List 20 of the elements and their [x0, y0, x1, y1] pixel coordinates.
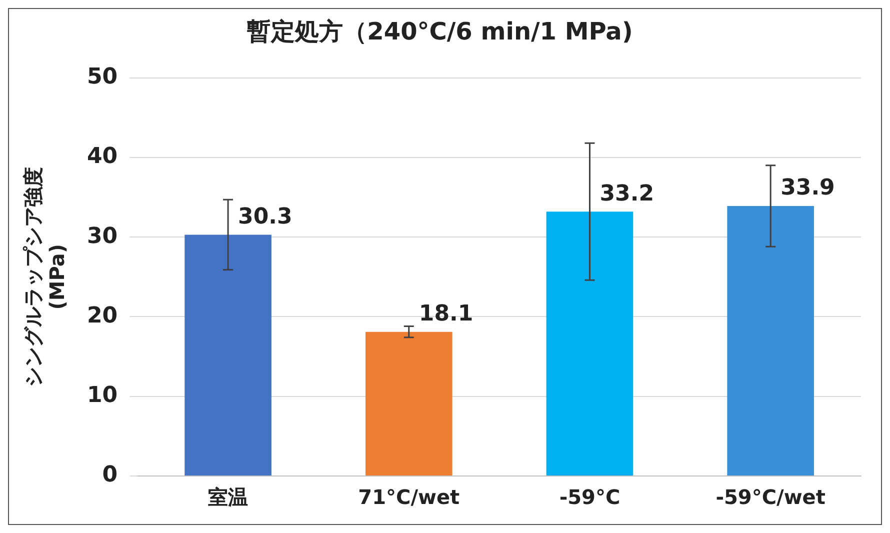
data-label: 30.3: [238, 204, 292, 230]
data-label: 18.1: [418, 302, 474, 327]
x-tick-label: -59°C/wet: [716, 485, 826, 510]
bar: [727, 206, 814, 476]
y-tick-label: 10: [86, 383, 118, 408]
chart-title: 暫定処方（240°C/6 min/1 MPa): [247, 18, 633, 46]
bar: [184, 234, 272, 476]
data-label: 33.2: [600, 181, 654, 206]
x-tick-label: 室温: [208, 485, 248, 510]
data-label: 33.9: [780, 176, 835, 201]
bar: [365, 332, 452, 476]
bar: [546, 212, 634, 476]
x-tick-label: 71°C/wet: [358, 485, 460, 510]
y-tick-label: 30: [86, 224, 118, 249]
y-tick-label: 20: [86, 303, 118, 328]
y-tick-label: 50: [86, 64, 118, 90]
y-tick-label: 0: [102, 462, 118, 488]
x-tick-label: -59°C: [559, 485, 620, 510]
y-tick-label: 40: [86, 144, 118, 170]
y-axis-title: シングルラップシア強度 (MPa): [21, 166, 70, 387]
